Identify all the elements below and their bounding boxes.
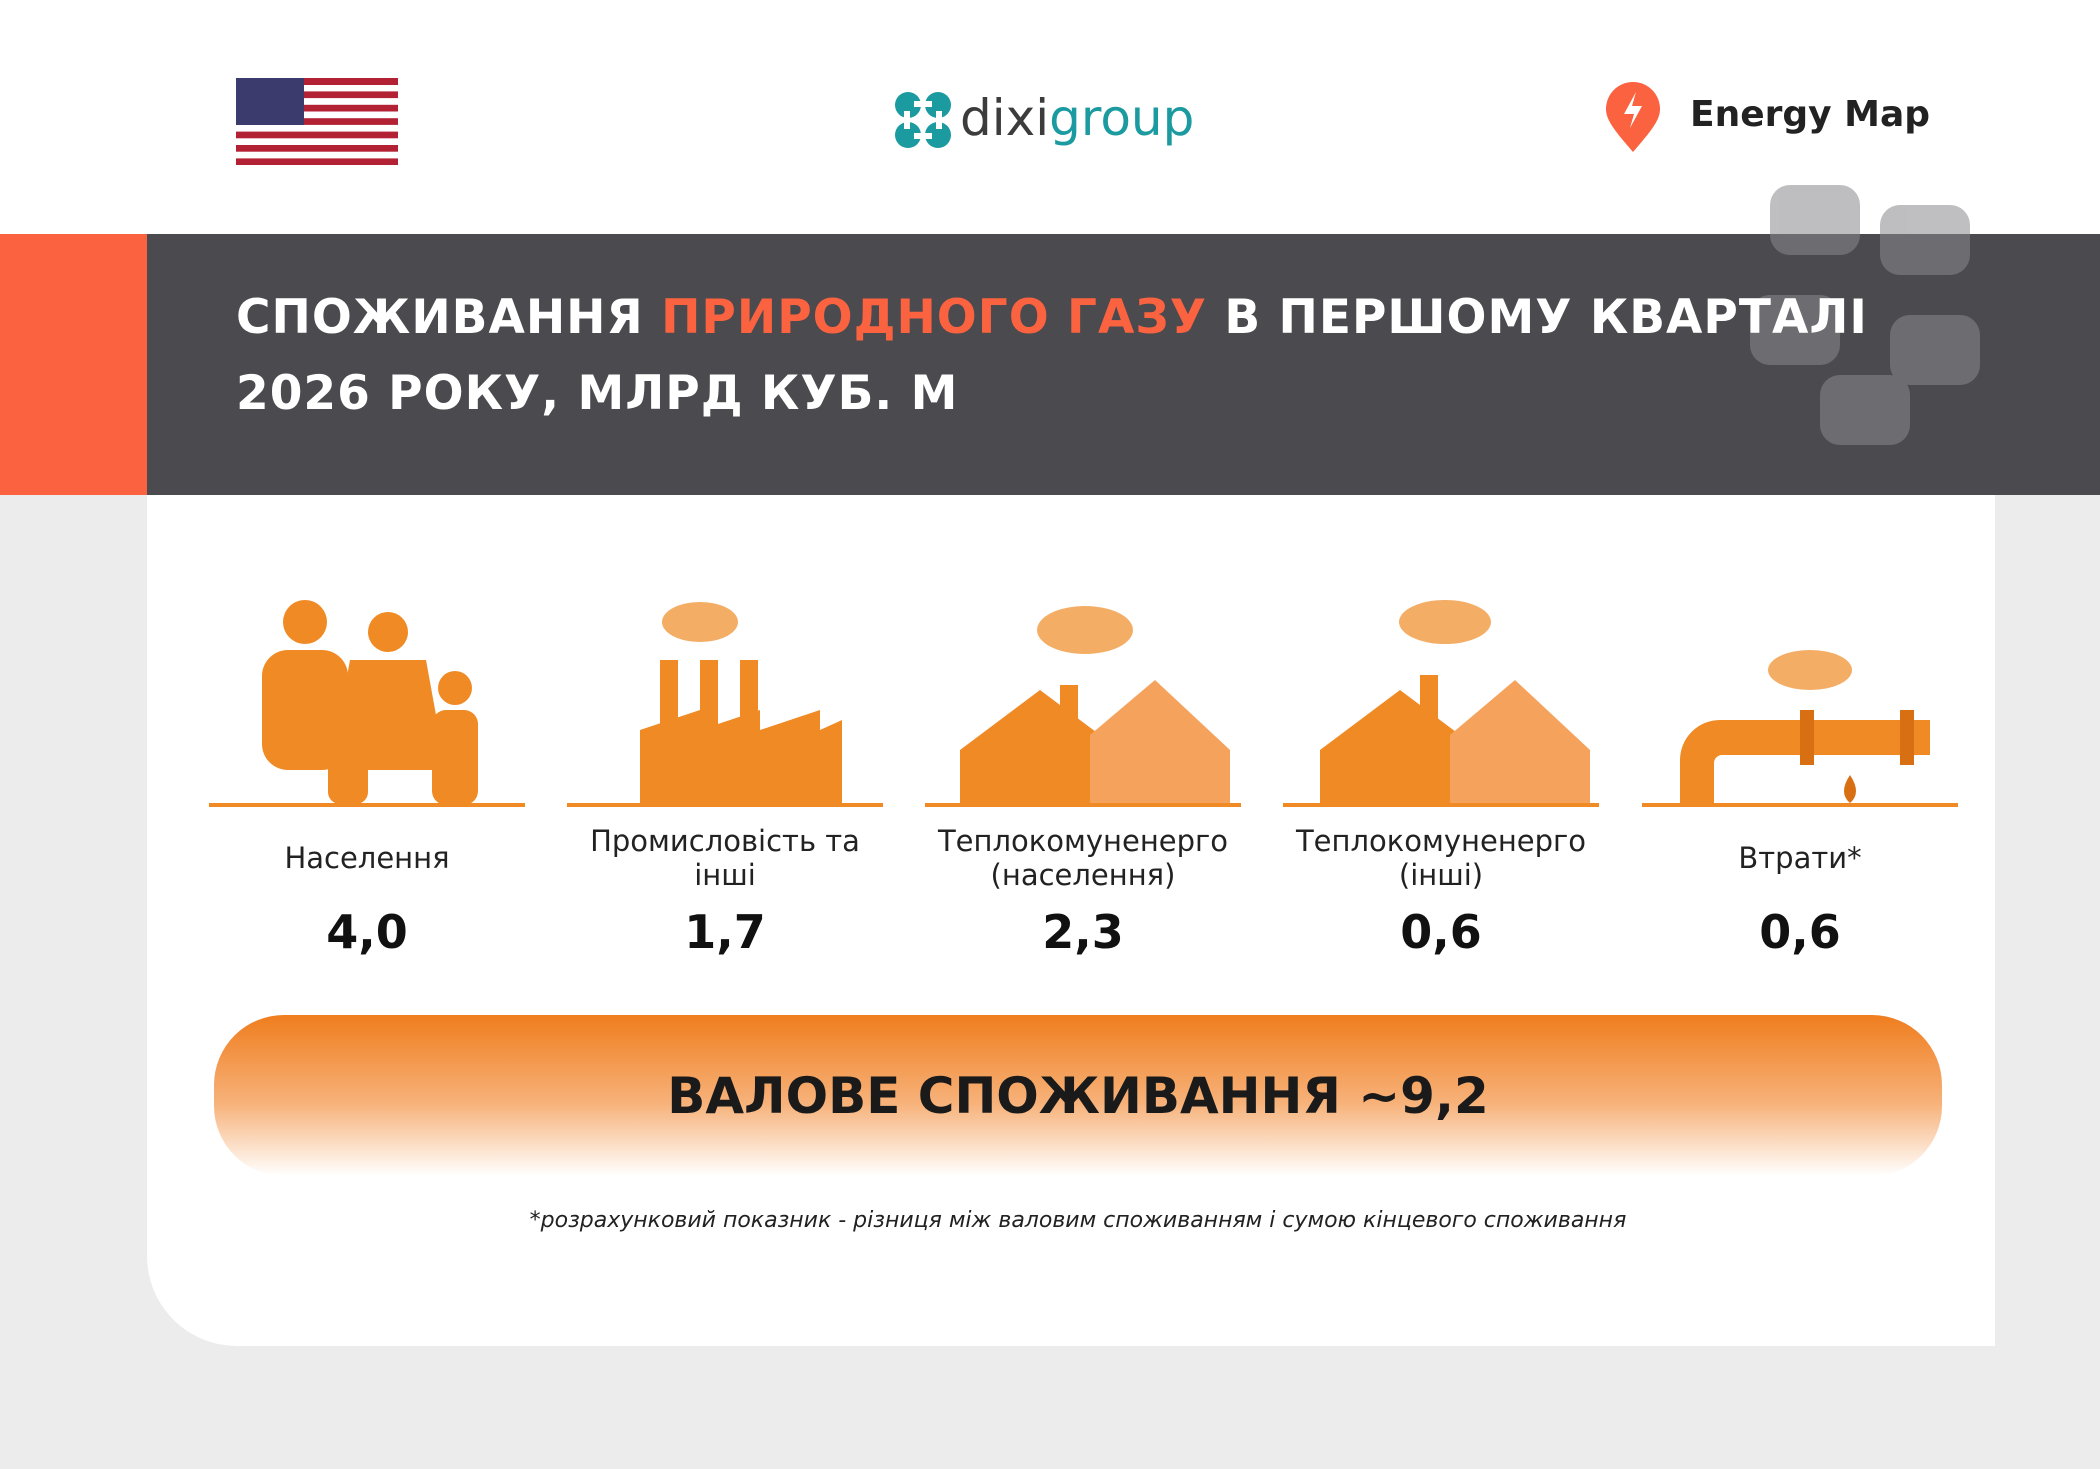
item-label: Теплокомуненерго (інші) [1295, 824, 1587, 892]
item-label: Втрати* [1738, 841, 1862, 875]
title: СПОЖИВАННЯ ПРИРОДНОГО ГАЗУ В ПЕРШОМУ КВА… [236, 280, 1876, 432]
title-text: В ПЕРШОМУ КВАРТАЛІ 2026 РОКУ, МЛРД КУБ. … [236, 290, 1868, 421]
watermark [1750, 185, 1980, 445]
item-value: 0,6 [1400, 905, 1482, 959]
logo-text: group [1049, 89, 1195, 147]
title-text: СПОЖИВАННЯ [236, 290, 644, 345]
brand: Energy Map [1690, 94, 1931, 135]
item-value: 0,6 [1759, 905, 1841, 959]
title-highlight: ПРИРОДНОГО ГАЗУ [661, 290, 1207, 345]
logo: dixigroup [960, 88, 1194, 148]
logo-icon [895, 92, 951, 148]
item-label: Теплокомуненерго (населення) [937, 824, 1229, 892]
accent-block [0, 234, 147, 495]
total: ВАЛОВЕ СПОЖИВАННЯ ~9,2 [667, 1066, 1489, 1125]
icons [209, 600, 1958, 807]
flag [236, 78, 398, 165]
total-banner: ВАЛОВЕ СПОЖИВАННЯ ~9,2 [214, 1015, 1942, 1176]
brand-icon [1606, 82, 1660, 152]
item-value: 2,3 [1042, 905, 1124, 959]
logo-text: dixi [960, 89, 1050, 147]
item-label: Промисловість та інші [590, 824, 860, 892]
footnote: *розрахунковий показник - різниця між ва… [529, 1208, 1627, 1233]
item-value: 4,0 [326, 905, 408, 959]
item-label: Населення [284, 841, 450, 875]
item-value: 1,7 [684, 905, 766, 959]
